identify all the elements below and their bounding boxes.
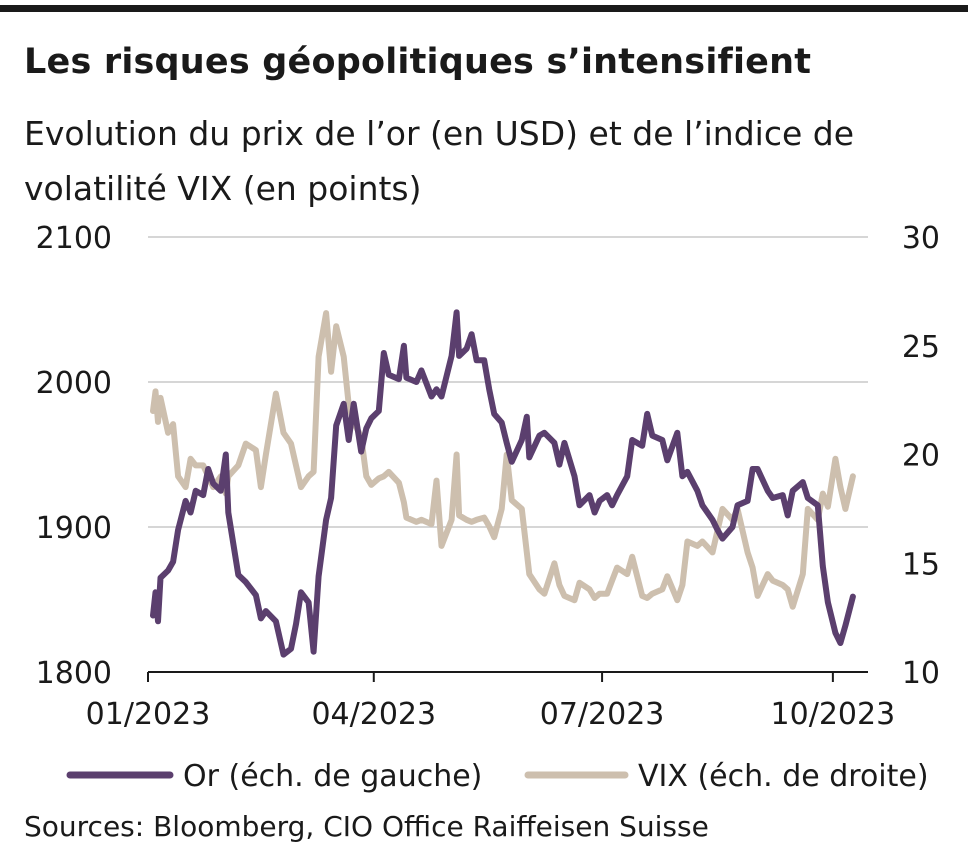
- y-left-tick-label: 2000: [36, 366, 112, 401]
- top-rule: [0, 5, 968, 12]
- x-tick-label: 04/2023: [311, 697, 436, 732]
- chart-title: Les risques géopolitiques s’intensifient: [24, 42, 812, 82]
- x-tick-label: 07/2023: [540, 697, 665, 732]
- y-left-tick-label: 1800: [36, 656, 112, 691]
- chart-subtitle: Evolution du prix de l’or (en USD) et de…: [24, 114, 855, 208]
- legend-label-vix: VIX (éch. de droite): [638, 759, 929, 794]
- x-tick-label: 10/2023: [771, 697, 896, 732]
- legend-label-gold: Or (éch. de gauche): [183, 759, 482, 794]
- y-left-tick-label: 2100: [36, 221, 112, 256]
- y-right-tick-label: 15: [902, 547, 940, 582]
- y-left-tick-label: 1900: [36, 511, 112, 546]
- y-right-tick-label: 30: [902, 221, 940, 256]
- y-right-tick-label: 10: [902, 656, 940, 691]
- y-right-tick-label: 20: [902, 439, 940, 474]
- y-right-tick-label: 25: [902, 330, 940, 365]
- series-line-gold: [150, 309, 856, 658]
- chart-source: Sources: Bloomberg, CIO Office Raiffeise…: [24, 810, 709, 843]
- series-line-vix: [150, 310, 856, 610]
- line-chart: 1800 1900 2000 2100 10 15 20 25 30 01/2023 04/2023…: [36, 221, 940, 794]
- x-tick-label: 01/2023: [86, 697, 211, 732]
